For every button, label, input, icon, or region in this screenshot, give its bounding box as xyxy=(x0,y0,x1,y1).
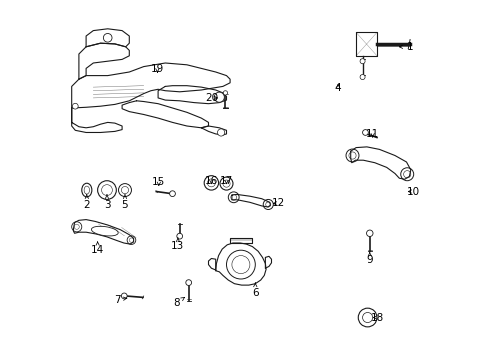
Circle shape xyxy=(359,59,365,64)
Text: 5: 5 xyxy=(122,195,128,210)
Circle shape xyxy=(366,230,372,237)
Polygon shape xyxy=(355,32,376,56)
Polygon shape xyxy=(265,256,271,268)
Circle shape xyxy=(169,191,175,197)
Ellipse shape xyxy=(81,183,92,197)
Circle shape xyxy=(177,233,182,239)
Text: 3: 3 xyxy=(103,195,110,210)
Text: 12: 12 xyxy=(271,198,285,208)
Text: 20: 20 xyxy=(205,93,218,103)
Text: 15: 15 xyxy=(152,177,165,187)
Text: 7: 7 xyxy=(114,294,126,305)
Circle shape xyxy=(214,92,224,102)
Text: 6: 6 xyxy=(251,283,258,298)
Polygon shape xyxy=(72,63,230,108)
Polygon shape xyxy=(215,243,265,285)
Polygon shape xyxy=(350,147,410,179)
Polygon shape xyxy=(73,220,133,244)
Circle shape xyxy=(223,91,227,95)
Polygon shape xyxy=(208,258,215,270)
Text: 4: 4 xyxy=(334,83,341,93)
Text: 19: 19 xyxy=(150,64,163,74)
Polygon shape xyxy=(201,126,226,135)
Circle shape xyxy=(72,103,78,109)
Circle shape xyxy=(359,75,365,80)
Polygon shape xyxy=(86,29,129,47)
Polygon shape xyxy=(158,86,226,104)
Text: 9: 9 xyxy=(366,252,372,265)
Polygon shape xyxy=(72,108,122,132)
Circle shape xyxy=(185,280,191,285)
Text: 17: 17 xyxy=(220,176,233,186)
Polygon shape xyxy=(230,238,251,243)
Text: 16: 16 xyxy=(204,176,218,186)
Text: 8: 8 xyxy=(172,297,184,308)
Circle shape xyxy=(217,129,224,136)
Circle shape xyxy=(121,293,127,299)
Polygon shape xyxy=(231,194,270,207)
Text: 2: 2 xyxy=(83,195,90,210)
Text: 11: 11 xyxy=(366,129,379,139)
Text: 10: 10 xyxy=(406,186,419,197)
Text: 18: 18 xyxy=(370,312,384,323)
Polygon shape xyxy=(79,43,129,79)
Text: 1: 1 xyxy=(399,42,412,52)
Text: 14: 14 xyxy=(91,242,104,255)
Circle shape xyxy=(362,130,367,135)
Circle shape xyxy=(103,33,112,42)
Ellipse shape xyxy=(91,226,118,236)
Polygon shape xyxy=(122,101,208,128)
Text: 13: 13 xyxy=(171,238,184,251)
